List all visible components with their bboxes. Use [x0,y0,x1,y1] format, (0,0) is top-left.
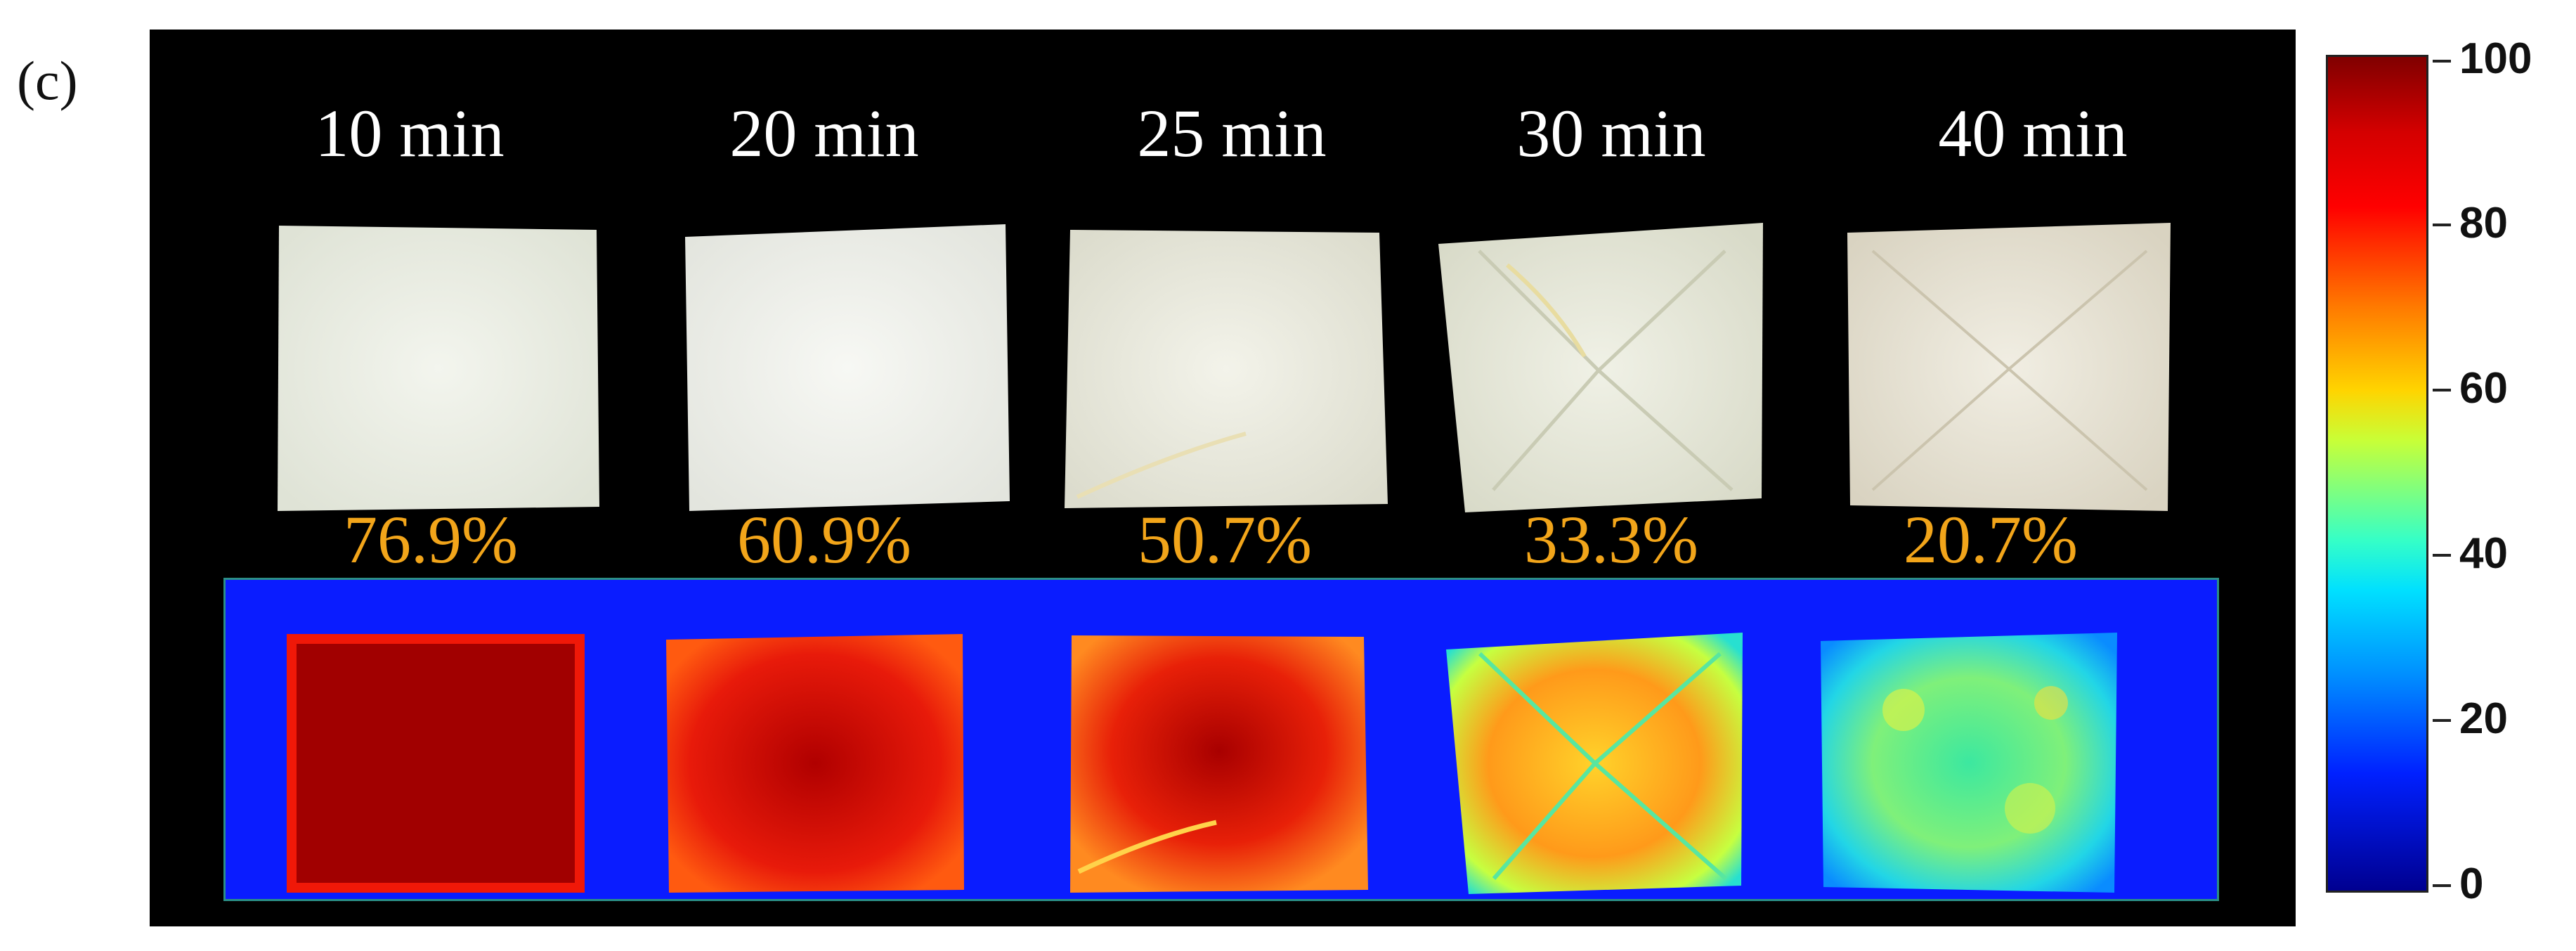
percent-label-20: 60.9% [737,502,911,577]
sample-photo-25 [1063,223,1392,515]
percent-label-40: 20.7% [1904,502,2078,577]
sample-photo-20 [682,223,1011,515]
heatmap-square-25 [1069,633,1370,894]
colorbar-tick [2433,554,2451,557]
colorbar-label-0: 0 [2459,860,2484,908]
heatmap-strip [223,578,2219,901]
colorbar [2326,55,2428,893]
colorbar-label-80: 80 [2459,199,2508,247]
time-label-30: 30 min [1516,96,1706,171]
sample-photo-10 [275,223,604,515]
panel-label: (c) [17,50,78,111]
time-label-20: 20 min [729,96,919,171]
colorbar-tick [2433,719,2451,722]
colorbar-label-20: 20 [2459,694,2508,743]
colorbar-tick [2433,60,2451,63]
time-label-40: 40 min [1938,96,2128,171]
colorbar-label-40: 40 [2459,529,2508,578]
time-label-25: 25 min [1137,96,1327,171]
heatmap-square-20 [665,633,965,894]
heatmap-square-40 [1819,633,2120,894]
colorbar-tick [2433,884,2451,887]
percent-label-30: 33.3% [1524,502,1698,577]
percent-label-25: 50.7% [1138,502,1312,577]
heatmap-square-10 [285,633,586,894]
sample-photo-40 [1845,223,2173,515]
colorbar-tick [2433,224,2451,226]
colorbar-label-60: 60 [2459,364,2508,413]
colorbar-tick [2433,389,2451,392]
sample-photo-30 [1437,223,1766,515]
colorbar-label-100: 100 [2459,34,2532,83]
heatmap-square-30 [1445,633,1745,894]
percent-label-10: 76.9% [344,502,518,577]
photo-panel: 10 min 20 min 25 min 30 min 40 min [150,30,2296,926]
time-label-10: 10 min [315,96,505,171]
